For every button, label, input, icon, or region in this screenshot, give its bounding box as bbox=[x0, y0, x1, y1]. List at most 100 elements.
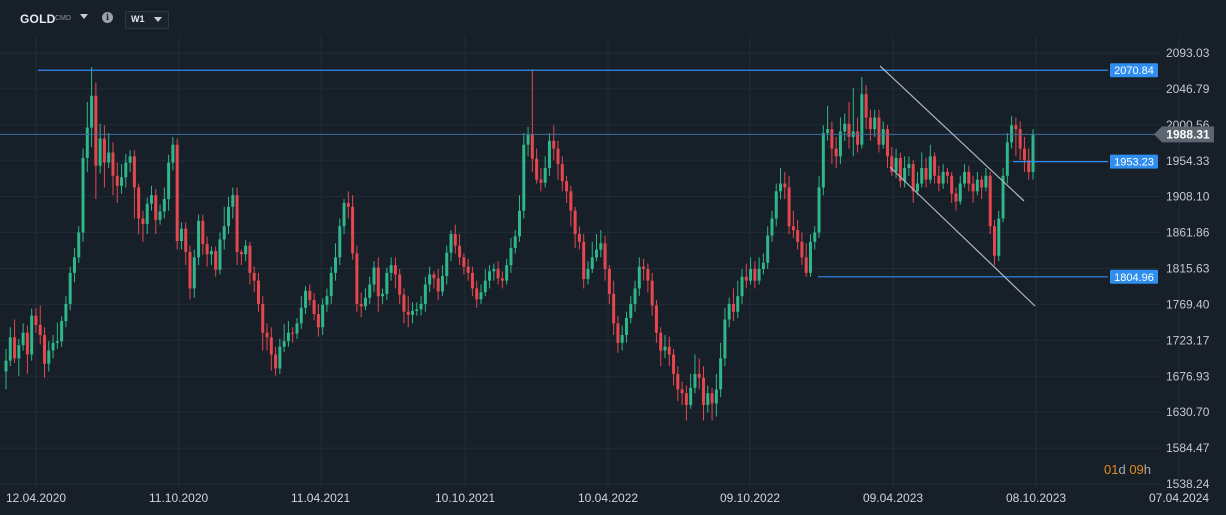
candle bbox=[646, 263, 650, 293]
candle bbox=[419, 296, 423, 316]
candle bbox=[312, 293, 316, 321]
candle-body bbox=[34, 315, 38, 325]
candle-body bbox=[954, 193, 958, 202]
candle-body bbox=[817, 187, 821, 233]
candle-body bbox=[316, 314, 320, 328]
candle-body bbox=[282, 341, 286, 347]
candle-body bbox=[368, 284, 372, 298]
candle-body bbox=[911, 164, 915, 192]
candle bbox=[586, 261, 590, 285]
candle bbox=[980, 175, 984, 200]
candle-body bbox=[753, 268, 757, 281]
candle-body bbox=[445, 252, 449, 276]
candle-body bbox=[980, 179, 984, 188]
candle-body bbox=[453, 234, 457, 246]
candle bbox=[749, 257, 753, 285]
candle bbox=[530, 69, 534, 172]
candle bbox=[158, 204, 162, 225]
candle-body bbox=[55, 341, 59, 343]
candle-body bbox=[633, 288, 637, 304]
timeframe-select[interactable]: W1 bbox=[125, 11, 169, 29]
candle bbox=[667, 336, 671, 367]
timeframe-label: W1 bbox=[131, 14, 145, 24]
candle bbox=[603, 235, 607, 281]
candle bbox=[60, 316, 64, 347]
candle-body bbox=[389, 265, 393, 273]
candle bbox=[124, 154, 128, 188]
price-tick-label: 1954.33 bbox=[1166, 154, 1210, 168]
candle-body bbox=[509, 248, 513, 266]
date-tick-label: 10.04.2022 bbox=[578, 491, 638, 505]
candle bbox=[154, 188, 158, 235]
candle-body bbox=[231, 195, 235, 207]
candle bbox=[68, 266, 72, 311]
candle-body bbox=[920, 168, 924, 184]
candle-body bbox=[342, 202, 346, 227]
candle bbox=[796, 220, 800, 250]
candle-body bbox=[676, 373, 680, 390]
candle-body bbox=[440, 275, 444, 292]
candle bbox=[941, 164, 945, 189]
candle bbox=[453, 224, 457, 254]
candle-body bbox=[838, 131, 842, 157]
chart-toolbar: GOLD CMD i W1 bbox=[0, 0, 1226, 34]
candle bbox=[368, 276, 372, 304]
candle-body bbox=[997, 218, 1001, 256]
candle bbox=[252, 266, 256, 293]
candle-body bbox=[547, 140, 551, 169]
candle-body bbox=[256, 280, 260, 304]
price-tick-label: 1769.40 bbox=[1166, 297, 1210, 311]
candle bbox=[466, 258, 470, 281]
candle-body bbox=[886, 129, 890, 157]
candle bbox=[997, 210, 1001, 262]
candle-body bbox=[761, 262, 765, 269]
candle-body bbox=[171, 144, 175, 163]
candle bbox=[543, 156, 547, 188]
candle bbox=[706, 385, 710, 413]
candle-body bbox=[624, 317, 628, 336]
chevron-down-icon[interactable] bbox=[80, 14, 88, 19]
candle bbox=[1010, 115, 1014, 149]
candle-body bbox=[697, 373, 701, 378]
candle-body bbox=[436, 278, 440, 292]
candle-body bbox=[64, 303, 68, 322]
price-tick-label: 1723.17 bbox=[1166, 333, 1210, 347]
candle-body bbox=[419, 303, 423, 310]
candle bbox=[475, 280, 479, 308]
candle bbox=[1001, 168, 1005, 223]
candle-body bbox=[603, 243, 607, 269]
price-tick-label: 1538.24 bbox=[1166, 477, 1210, 491]
candle bbox=[834, 136, 838, 169]
candle bbox=[227, 196, 231, 235]
candle bbox=[573, 206, 577, 249]
candle bbox=[599, 230, 603, 258]
candle-body bbox=[689, 387, 693, 405]
candle bbox=[714, 373, 718, 417]
candle-body bbox=[586, 268, 590, 280]
candle bbox=[680, 381, 684, 405]
candle bbox=[239, 249, 243, 266]
candle-body bbox=[620, 335, 624, 343]
candle bbox=[492, 263, 496, 281]
candle bbox=[269, 327, 273, 371]
candle bbox=[72, 248, 76, 283]
candle bbox=[637, 257, 641, 297]
candle-body bbox=[192, 257, 196, 289]
symbol-name[interactable]: GOLD bbox=[20, 12, 56, 26]
candle bbox=[826, 105, 830, 141]
date-axis: 12.04.2020 11.10.2020 11.04.2021 10.10.2021… bbox=[6, 491, 1209, 505]
candle-body bbox=[8, 337, 12, 361]
candle-body bbox=[877, 117, 881, 145]
candle bbox=[261, 296, 265, 351]
candle bbox=[518, 195, 521, 242]
info-icon[interactable]: i bbox=[102, 12, 113, 23]
level-label-text: 1804.96 bbox=[1114, 272, 1154, 284]
candle bbox=[1018, 121, 1022, 161]
candle-body bbox=[466, 266, 470, 273]
candle-body bbox=[209, 251, 213, 255]
candle bbox=[950, 171, 954, 203]
candle-body bbox=[415, 309, 419, 311]
candle bbox=[1014, 117, 1018, 157]
candle-body bbox=[890, 156, 894, 172]
